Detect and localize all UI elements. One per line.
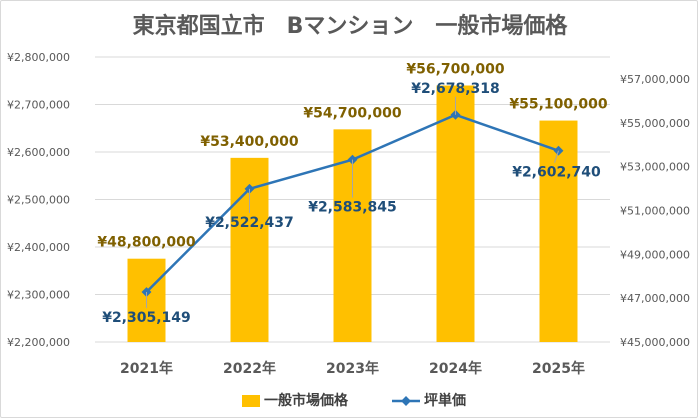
line-data-label: ¥2,305,149: [102, 310, 191, 326]
bar-data-label: ¥54,700,000: [303, 105, 402, 121]
bar: [539, 120, 578, 342]
legend-bar-label: 一般市場価格: [264, 392, 349, 409]
y-left-tick-label: ¥2,500,000: [7, 194, 70, 207]
legend: 一般市場価格 坪単価: [242, 392, 466, 409]
y-left-tick-label: ¥2,600,000: [7, 146, 70, 159]
leader-line: [554, 150, 559, 163]
bar: [436, 85, 475, 342]
bar-data-label: ¥56,700,000: [406, 62, 505, 78]
y-left-tick-label: ¥2,700,000: [7, 99, 70, 112]
x-tick-label: 2022年: [223, 360, 276, 377]
y-left-tick-label: ¥2,800,000: [7, 51, 70, 64]
line-data-label: ¥2,522,437: [205, 215, 294, 231]
y-right-tick-label: ¥49,000,000: [620, 248, 690, 261]
x-tick-label: 2021年: [120, 360, 173, 377]
chart-title: 東京都国立市 Bマンション 一般市場価格: [133, 13, 569, 39]
line-data-label: ¥2,602,740: [512, 165, 601, 181]
y-right-tick-label: ¥55,000,000: [620, 117, 690, 130]
bar-data-label: ¥48,800,000: [97, 235, 196, 251]
y-right-tick-label: ¥45,000,000: [620, 336, 690, 349]
line-data-label: ¥2,583,845: [308, 200, 397, 216]
y-left-tick-label: ¥2,300,000: [7, 289, 70, 302]
bar-data-label: ¥53,400,000: [200, 134, 299, 150]
y-left-tick-label: ¥2,200,000: [7, 336, 70, 349]
x-tick-label: 2023年: [326, 360, 379, 377]
y-right-tick-label: ¥53,000,000: [620, 161, 690, 174]
line-data-label: ¥2,678,318: [411, 81, 500, 97]
y-right-tick-label: ¥47,000,000: [620, 292, 690, 305]
y-right-tick-label: ¥57,000,000: [620, 73, 690, 86]
legend-bar-swatch: [242, 395, 260, 407]
x-tick-label: 2024年: [429, 360, 482, 377]
x-tick-label: 2025年: [532, 360, 585, 377]
legend-line-label: 坪単価: [424, 392, 466, 409]
legend-line-marker: [401, 396, 411, 406]
data-labels: ¥48,800,000 ¥53,400,000¥54,700,000 ¥56,700…: [97, 62, 608, 327]
y-left-tick-label: ¥2,400,000: [7, 241, 70, 254]
y-right-tick-label: ¥51,000,000: [620, 204, 690, 217]
gridlines: [95, 56, 610, 343]
bar-data-label: ¥55,100,000: [509, 97, 608, 113]
axes: ¥2,200,000 ¥2,300,000 ¥2,400,000 ¥2,500,000…: [7, 51, 690, 377]
